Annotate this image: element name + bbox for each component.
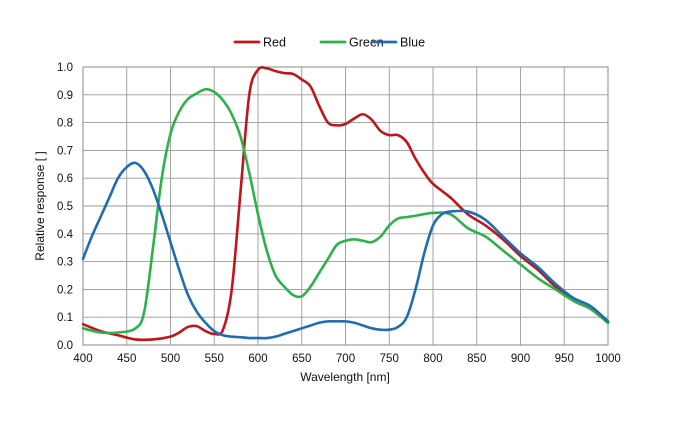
y-tick-label: 0.8 bbox=[57, 118, 73, 130]
series-line-red bbox=[81, 66, 610, 342]
y-axis-ticks: 0.0 0.1 0.2 0.3 0.4 0.5 0.6 0.7 0.8 0.9 1.0 bbox=[57, 62, 74, 352]
y-tick-label: 0.7 bbox=[57, 145, 73, 157]
y-tick-label: 0.6 bbox=[57, 173, 73, 185]
legend-label-green: Green bbox=[349, 36, 384, 50]
y-tick-label: 0.0 bbox=[57, 340, 73, 352]
x-tick-label: 850 bbox=[467, 353, 486, 365]
y-tick-label: 0.4 bbox=[57, 229, 74, 241]
y-axis-label: Relative response [ ] bbox=[33, 151, 47, 260]
legend: Red Green Blue bbox=[233, 36, 425, 50]
series-line-blue bbox=[81, 161, 610, 340]
x-axis-ticks: 400 450 500 550 600 650 700 750 800 850 900 950 1000 bbox=[73, 353, 620, 365]
x-tick-label: 800 bbox=[423, 353, 442, 365]
x-tick-label: 450 bbox=[117, 353, 136, 365]
y-tick-label: 1.0 bbox=[57, 62, 73, 74]
x-tick-label: 700 bbox=[336, 353, 355, 365]
x-tick-label: 500 bbox=[161, 353, 180, 365]
grid bbox=[82, 66, 609, 346]
legend-label-red: Red bbox=[263, 36, 286, 50]
x-tick-label: 900 bbox=[511, 353, 530, 365]
x-tick-label: 1000 bbox=[595, 353, 621, 365]
x-tick-label: 650 bbox=[292, 353, 311, 365]
series-group bbox=[81, 66, 610, 342]
x-tick-label: 600 bbox=[248, 353, 267, 365]
y-tick-label: 0.9 bbox=[57, 90, 73, 102]
x-tick-label: 950 bbox=[555, 353, 574, 365]
y-tick-label: 0.2 bbox=[57, 284, 73, 296]
x-tick-label: 550 bbox=[205, 353, 224, 365]
plot-frame bbox=[82, 66, 609, 346]
x-axis-label: Wavelength [nm] bbox=[300, 370, 390, 384]
x-tick-label: 750 bbox=[380, 353, 399, 365]
y-tick-label: 0.5 bbox=[57, 201, 73, 213]
legend-label-blue: Blue bbox=[400, 36, 425, 50]
x-tick-label: 400 bbox=[73, 353, 92, 365]
y-tick-label: 0.3 bbox=[57, 257, 73, 269]
y-tick-label: 0.1 bbox=[57, 312, 73, 324]
series-line-green bbox=[81, 87, 610, 335]
